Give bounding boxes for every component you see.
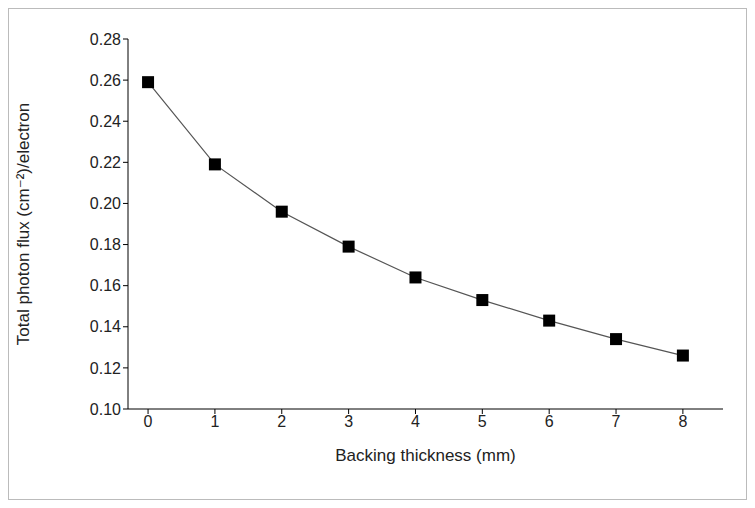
svg-text:0.22: 0.22 — [90, 154, 121, 171]
svg-text:Total photon flux (cm⁻²)/elect: Total photon flux (cm⁻²)/electron — [14, 103, 33, 345]
svg-text:8: 8 — [678, 413, 687, 430]
svg-text:0.14: 0.14 — [90, 318, 121, 335]
svg-text:0.28: 0.28 — [90, 31, 121, 48]
svg-text:4: 4 — [411, 413, 420, 430]
svg-text:3: 3 — [344, 413, 353, 430]
svg-text:0.26: 0.26 — [90, 72, 121, 89]
svg-text:0.16: 0.16 — [90, 277, 121, 294]
svg-text:2: 2 — [277, 413, 286, 430]
svg-text:0.18: 0.18 — [90, 236, 121, 253]
svg-text:1: 1 — [210, 413, 219, 430]
svg-text:Backing thickness (mm): Backing thickness (mm) — [335, 446, 515, 465]
svg-text:0.20: 0.20 — [90, 195, 121, 212]
svg-text:0: 0 — [144, 413, 153, 430]
svg-text:0.24: 0.24 — [90, 113, 121, 130]
svg-text:6: 6 — [545, 413, 554, 430]
svg-text:7: 7 — [612, 413, 621, 430]
svg-text:0.10: 0.10 — [90, 401, 121, 418]
svg-text:0.12: 0.12 — [90, 360, 121, 377]
svg-text:5: 5 — [478, 413, 487, 430]
